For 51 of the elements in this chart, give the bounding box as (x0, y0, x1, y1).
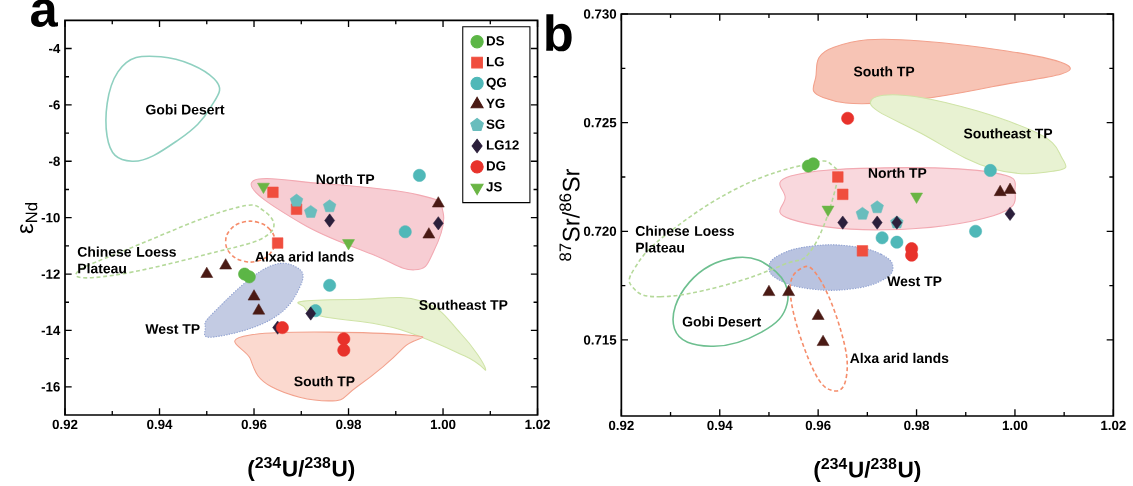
x-tick-label: 1.02 (525, 419, 550, 430)
y-tick-label: -16 (41, 382, 60, 392)
y-tick-label: -8 (49, 156, 60, 166)
legend-label: SG (486, 119, 505, 129)
y-tick-label: 0.725 (583, 117, 617, 128)
y-tick-label: 0.730 (583, 9, 617, 19)
y-tick-label: -4 (49, 43, 61, 54)
annotation: Chinese Loess Plateau (635, 225, 734, 253)
x-tick-label: 0.94 (707, 420, 733, 431)
x-axis-title: ($^{234}$U/$^{238}$U) (814, 457, 921, 482)
annotation: South TP (853, 66, 915, 77)
annotation: West TP (145, 324, 200, 334)
annotation: West TP (887, 276, 942, 287)
y-axis-title: ε$_{Nd}$ (20, 203, 38, 234)
y-tick-label: 0.720 (583, 226, 617, 236)
legend-label: QG (486, 77, 506, 90)
chart-title: b (546, 14, 572, 52)
x-tick-label: 0.92 (608, 420, 634, 431)
annotation: Chinese Loess Plateau (77, 246, 176, 274)
legend-label: YG (486, 98, 505, 109)
legend-label: DS (486, 36, 504, 46)
annotation: Gobi Desert (682, 316, 762, 327)
y-tick-label: -12 (41, 269, 60, 279)
x-tick-label: 0.98 (904, 420, 930, 431)
y-tick-label: 0.715 (583, 335, 617, 345)
annotation: Southeast TP (963, 128, 1053, 139)
y-axis-title: $^{87}$Sr/$^{86}$Sr (559, 168, 580, 261)
x-tick-label: 1.00 (1002, 420, 1028, 431)
x-tick-label: 0.98 (336, 419, 362, 430)
y-tick-label: -10 (41, 212, 60, 223)
legend-label: DG (486, 161, 506, 171)
annotation: North TP (868, 167, 927, 178)
annotation: Gobi Desert (146, 104, 225, 115)
annotation: Alxa arid lands (255, 251, 354, 262)
x-tick-label: 0.96 (805, 420, 831, 431)
x-tick-label: 1.02 (1101, 420, 1126, 431)
chart-title: a (31, 0, 58, 27)
x-tick-label: 0.92 (52, 419, 78, 430)
x-tick-label: 0.96 (241, 419, 267, 430)
annotation: South TP (294, 376, 355, 387)
x-tick-label: 0.94 (147, 419, 173, 430)
annotation: North TP (316, 173, 375, 185)
legend-label: LG12 (486, 140, 519, 150)
legend-label: LG (486, 56, 504, 67)
x-tick-label: 1.00 (430, 419, 456, 430)
x-axis-title: ($^{234}$U/$^{238}$U) (248, 456, 355, 481)
y-tick-label: -14 (41, 325, 61, 335)
legend-label: JS (486, 182, 502, 192)
annotation: Alxa arid lands (850, 352, 949, 364)
y-tick-label: -6 (49, 100, 60, 110)
annotation: Southeast TP (419, 299, 508, 310)
